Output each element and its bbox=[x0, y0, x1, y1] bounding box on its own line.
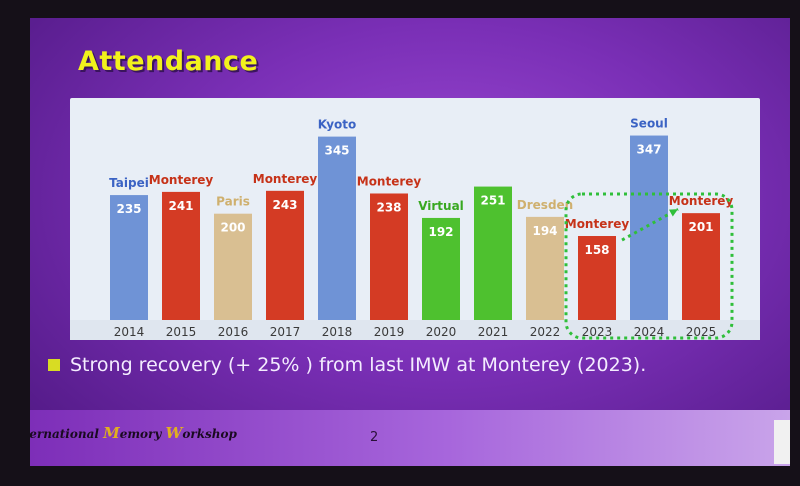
value-label-2018: 345 bbox=[324, 144, 349, 158]
value-label-2014: 235 bbox=[116, 202, 141, 216]
footer-band bbox=[30, 410, 790, 466]
x-tick-2021: 2021 bbox=[478, 325, 509, 339]
value-label-2024: 347 bbox=[636, 143, 661, 157]
location-label-2017: Monterey bbox=[253, 172, 318, 186]
x-tick-2015: 2015 bbox=[166, 325, 197, 339]
bar-2018 bbox=[318, 136, 356, 320]
x-tick-2022: 2022 bbox=[530, 325, 561, 339]
x-tick-2024: 2024 bbox=[634, 325, 665, 339]
value-label-2023: 158 bbox=[584, 243, 609, 257]
bullet-point: Strong recovery (+ 25% ) from last IMW a… bbox=[48, 354, 646, 376]
logo-letter-m: M bbox=[103, 424, 120, 442]
value-label-2021: 251 bbox=[480, 194, 505, 208]
page-number: 2 bbox=[370, 430, 379, 445]
value-label-2020: 192 bbox=[428, 225, 453, 239]
bar-2014 bbox=[110, 195, 148, 320]
logo-word-international: nternational bbox=[30, 427, 99, 441]
location-label-2022: Dresden bbox=[517, 198, 573, 212]
location-label-2018: Kyoto bbox=[318, 118, 357, 132]
bar-2016 bbox=[214, 213, 252, 320]
projected-slide: Attendance 235 2014 Taipei 241 2015 Monterey 2… bbox=[30, 18, 790, 466]
x-tick-2019: 2019 bbox=[374, 325, 405, 339]
x-tick-2025: 2025 bbox=[686, 325, 717, 339]
bar-2020 bbox=[422, 217, 460, 320]
attendance-chart-svg: 235 2014 Taipei 241 2015 Monterey 200 2016 Paris… bbox=[70, 117, 760, 340]
bar-2019 bbox=[370, 193, 408, 320]
x-tick-2018: 2018 bbox=[322, 325, 353, 339]
value-label-2016: 200 bbox=[220, 221, 245, 235]
bar-2017 bbox=[266, 190, 304, 320]
bullet-square-icon bbox=[48, 359, 60, 371]
chart-floor bbox=[70, 320, 760, 340]
logo-letter-w: W bbox=[165, 424, 183, 442]
location-label-2023: Monterey bbox=[565, 217, 630, 231]
x-tick-2017: 2017 bbox=[270, 325, 301, 339]
bar-2022 bbox=[526, 216, 564, 320]
logo-word-memory: emory bbox=[119, 427, 166, 441]
bar-2025 bbox=[682, 213, 720, 320]
location-label-2016: Paris bbox=[216, 195, 250, 209]
x-tick-2016: 2016 bbox=[218, 325, 249, 339]
x-tick-2020: 2020 bbox=[426, 325, 457, 339]
value-label-2022: 194 bbox=[532, 224, 557, 238]
location-label-2014: Taipei bbox=[109, 176, 149, 190]
bar-2024 bbox=[630, 135, 668, 320]
bar-2015 bbox=[162, 191, 200, 320]
growth-arrowhead bbox=[669, 209, 678, 217]
x-tick-2014: 2014 bbox=[114, 325, 145, 339]
value-label-2015: 241 bbox=[168, 199, 193, 213]
location-label-2020: Virtual bbox=[418, 199, 464, 213]
bullet-text: Strong recovery (+ 25% ) from last IMW a… bbox=[70, 354, 647, 376]
location-label-2024: Seoul bbox=[630, 117, 668, 131]
workshop-logo: International Memory Workshop bbox=[30, 424, 237, 442]
bar-2023 bbox=[578, 236, 616, 320]
value-label-2017: 243 bbox=[272, 198, 297, 212]
slide-title: Attendance bbox=[78, 46, 259, 77]
logo-word-workshop: orkshop bbox=[182, 427, 237, 441]
value-label-2025: 201 bbox=[688, 220, 713, 234]
location-label-2015: Monterey bbox=[149, 173, 214, 187]
attendance-chart: 235 2014 Taipei 241 2015 Monterey 200 2016 Paris… bbox=[70, 98, 760, 340]
value-label-2019: 238 bbox=[376, 200, 401, 214]
location-label-2025: Monterey bbox=[669, 194, 734, 208]
corner-logo-icon bbox=[774, 420, 790, 464]
x-tick-2023: 2023 bbox=[582, 325, 613, 339]
location-label-2019: Monterey bbox=[357, 174, 422, 188]
bar-2021 bbox=[474, 186, 512, 320]
